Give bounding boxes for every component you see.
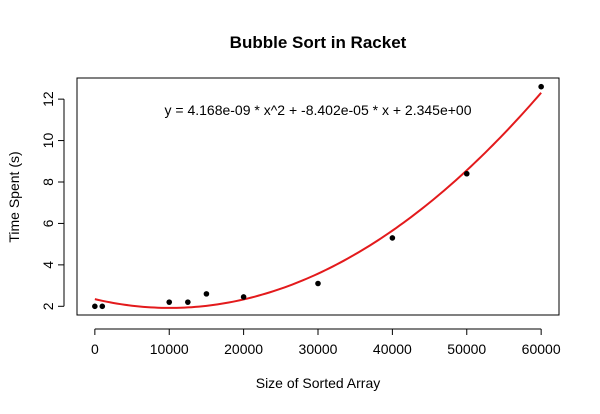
data-point: [92, 303, 98, 310]
x-axis: 0 10000 20000 30000 40000 50000 60000: [91, 328, 561, 357]
x-tick-label: 50000: [447, 341, 486, 357]
plot-frame: [76, 77, 560, 316]
x-tick-label: 20000: [224, 341, 263, 357]
fit-curve: [94, 92, 542, 309]
y-tick-label: 4: [40, 261, 56, 269]
data-point: [463, 170, 470, 177]
data-point: [203, 291, 210, 297]
data-point: [389, 235, 396, 241]
x-tick-label: 30000: [299, 341, 338, 357]
data-point: [315, 280, 321, 287]
x-tick-label: 10000: [150, 341, 189, 357]
y-tick-label: 10: [40, 133, 56, 149]
y-axis-label: Time Spent (s): [6, 151, 22, 242]
data-points: [92, 83, 544, 310]
data-point: [240, 294, 247, 300]
y-tick-label: 8: [40, 178, 56, 186]
chart-title: Bubble Sort in Racket: [230, 33, 407, 52]
y-tick-label: 12: [40, 91, 56, 107]
fit-equation: y = 4.168e-09 * x^2 + -8.402e-05 * x + 2…: [164, 102, 471, 118]
data-point: [166, 299, 173, 305]
data-point: [538, 83, 544, 90]
x-tick-label: 60000: [522, 341, 561, 357]
x-tick-label: 0: [91, 341, 99, 357]
x-tick-label: 40000: [373, 341, 412, 357]
y-tick-label: 2: [40, 302, 56, 310]
data-point: [99, 303, 106, 310]
data-point: [185, 299, 191, 305]
y-tick-label: 6: [40, 219, 56, 227]
x-axis-label: Size of Sorted Array: [256, 375, 381, 391]
y-axis: 2 4 6 8 10 12: [40, 91, 65, 310]
